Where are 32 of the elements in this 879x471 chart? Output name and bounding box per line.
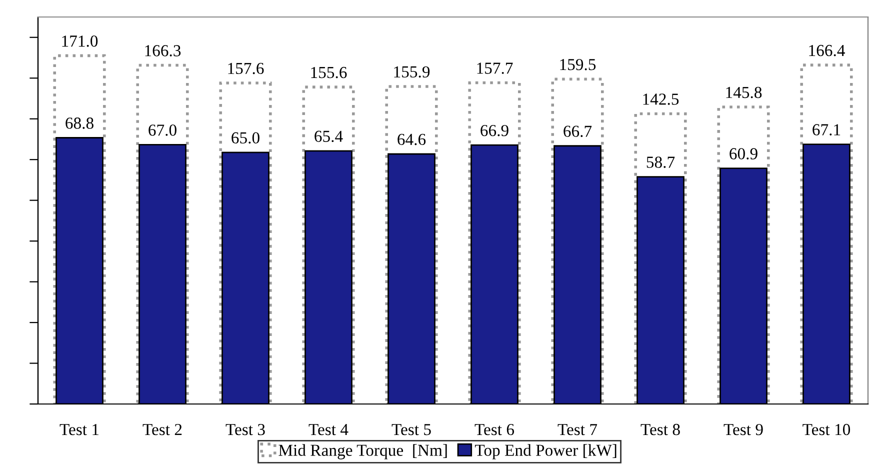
data-label: 66.9 xyxy=(480,124,508,136)
x-tick-label: Test 1 xyxy=(60,424,99,436)
legend-label: Mid Range Torque [Nm] xyxy=(278,444,447,460)
x-tick-label: Test 7 xyxy=(558,424,598,436)
data-label: 65.0 xyxy=(232,132,260,144)
x-tick-label: Test 2 xyxy=(142,424,182,436)
data-label: 66.7 xyxy=(564,126,592,138)
x-tick-label: Test 9 xyxy=(724,424,763,436)
data-label: 166.4 xyxy=(809,44,845,56)
data-label: 157.6 xyxy=(228,62,264,74)
x-tick-label: Test 3 xyxy=(226,424,265,436)
x-tick-label: Test 10 xyxy=(802,424,850,436)
data-label: 68.8 xyxy=(66,118,94,129)
data-label: 155.9 xyxy=(394,66,430,78)
x-tick-label: Test 5 xyxy=(392,424,431,436)
legend-label: Top End Power [kW] xyxy=(474,444,616,460)
data-label: 155.6 xyxy=(311,66,347,78)
data-label: 159.5 xyxy=(560,58,596,70)
data-label: 67.0 xyxy=(148,124,176,136)
data-label: 60.9 xyxy=(730,148,758,160)
data-label: 65.4 xyxy=(314,130,343,142)
data-label: 64.6 xyxy=(398,134,426,146)
data-label: 171.0 xyxy=(62,36,98,47)
data-label: 67.1 xyxy=(812,124,840,136)
data-label: 145.8 xyxy=(726,86,762,98)
x-tick-label: Test 6 xyxy=(474,424,514,436)
data-label: 157.7 xyxy=(477,62,513,74)
data-label: 142.5 xyxy=(643,94,679,105)
data-label: 58.7 xyxy=(646,156,675,168)
data-label: 166.3 xyxy=(145,45,181,56)
x-tick-label: Test 8 xyxy=(640,424,680,436)
x-tick-label: Test 4 xyxy=(308,424,348,436)
